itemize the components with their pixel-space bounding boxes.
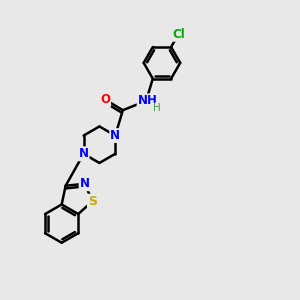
Text: S: S	[88, 195, 97, 208]
Text: Cl: Cl	[172, 28, 185, 41]
Text: N: N	[79, 147, 88, 160]
Text: N: N	[110, 129, 120, 142]
Text: H: H	[152, 103, 160, 113]
Text: NH: NH	[138, 94, 158, 107]
Text: N: N	[80, 177, 90, 190]
Text: O: O	[100, 93, 110, 106]
